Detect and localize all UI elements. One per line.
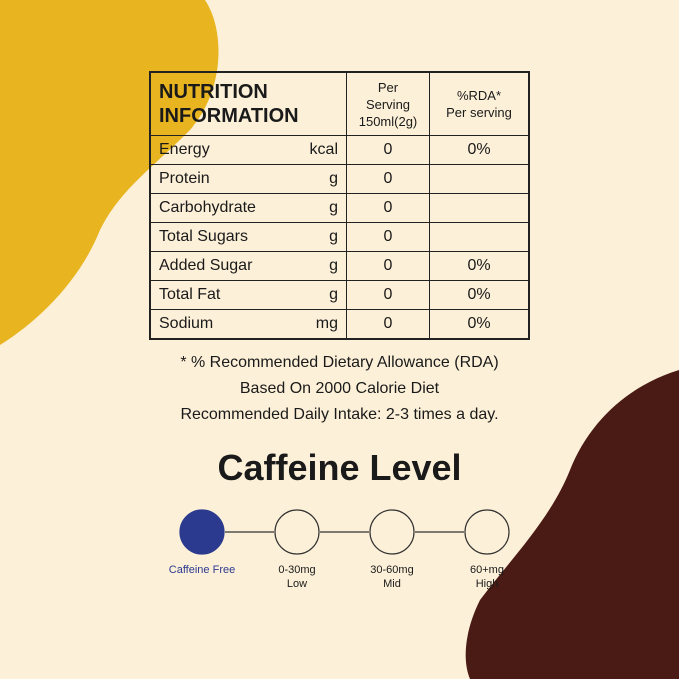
level-circle [464,509,510,555]
rda-value: 0% [429,309,530,340]
level-range: Caffeine Free [168,564,236,576]
title-line: INFORMATION [159,105,299,127]
table-row: Sodium mg 0 0% [149,309,530,340]
header-line: Per serving [446,105,512,120]
rda-value [429,193,530,223]
intake-note: Recommended Daily Intake: 2-3 times a da… [180,406,499,423]
table-row: Total Fat g 0 0% [149,280,530,310]
rda-value: 0% [429,135,530,165]
level-circle [369,509,415,555]
level-range: 30-60mg [370,564,414,576]
nutrient-unit: g [290,164,347,194]
level-range: 0-30mg [278,564,316,576]
level-name: Low [286,578,308,590]
level-label: 60+mg High [442,563,532,591]
title-line: NUTRITION [159,81,268,103]
header-line: Per Serving [365,79,411,112]
per-serving-value: 0 [346,309,430,340]
nutrient-unit: g [290,193,347,223]
level-label: 0-30mg Low [252,563,342,591]
calorie-note: Based On 2000 Calorie Diet [239,380,440,397]
brown-blob [465,370,679,679]
table-row: Total Sugars g 0 [149,222,530,252]
level-range: 60+mg [470,564,504,576]
nutrient-unit: kcal [290,135,347,165]
per-serving-value: 0 [346,222,430,252]
nutrient-name: Energy [149,135,291,165]
table-row: Energy kcal 0 0% [149,135,530,165]
per-serving-value: 0 [346,193,430,223]
header-line: 150ml(2g) [358,113,418,129]
nutrition-table: NUTRITION INFORMATION Per Serving 150ml(2g… [149,71,530,340]
level-label: 30-60mg Mid [347,563,437,591]
level-circle [179,509,225,555]
per-serving-value: 0 [346,164,430,194]
nutrient-unit: g [290,251,347,281]
table-title: NUTRITION INFORMATION [149,71,347,136]
nutrient-unit: mg [290,309,347,340]
nutrient-name: Protein [149,164,291,194]
rda-note: * % Recommended Dietary Allowance (RDA) [180,354,499,371]
rda-value: 0% [429,280,530,310]
level-circle [274,509,320,555]
level-name: Mid [383,578,401,590]
footnotes: * % Recommended Dietary Allowance (RDA) … [0,350,679,428]
nutrient-name: Sodium [149,309,291,340]
level-name: High [475,578,499,590]
nutrient-name: Total Fat [149,280,291,310]
level-label: Caffeine Free [157,563,247,577]
per-serving-value: 0 [346,280,430,310]
nutrient-name: Total Sugars [149,222,291,252]
table-row: Protein g 0 [149,164,530,194]
header-line: %RDA* [456,88,502,103]
caffeine-title: Caffeine Level [217,447,462,488]
